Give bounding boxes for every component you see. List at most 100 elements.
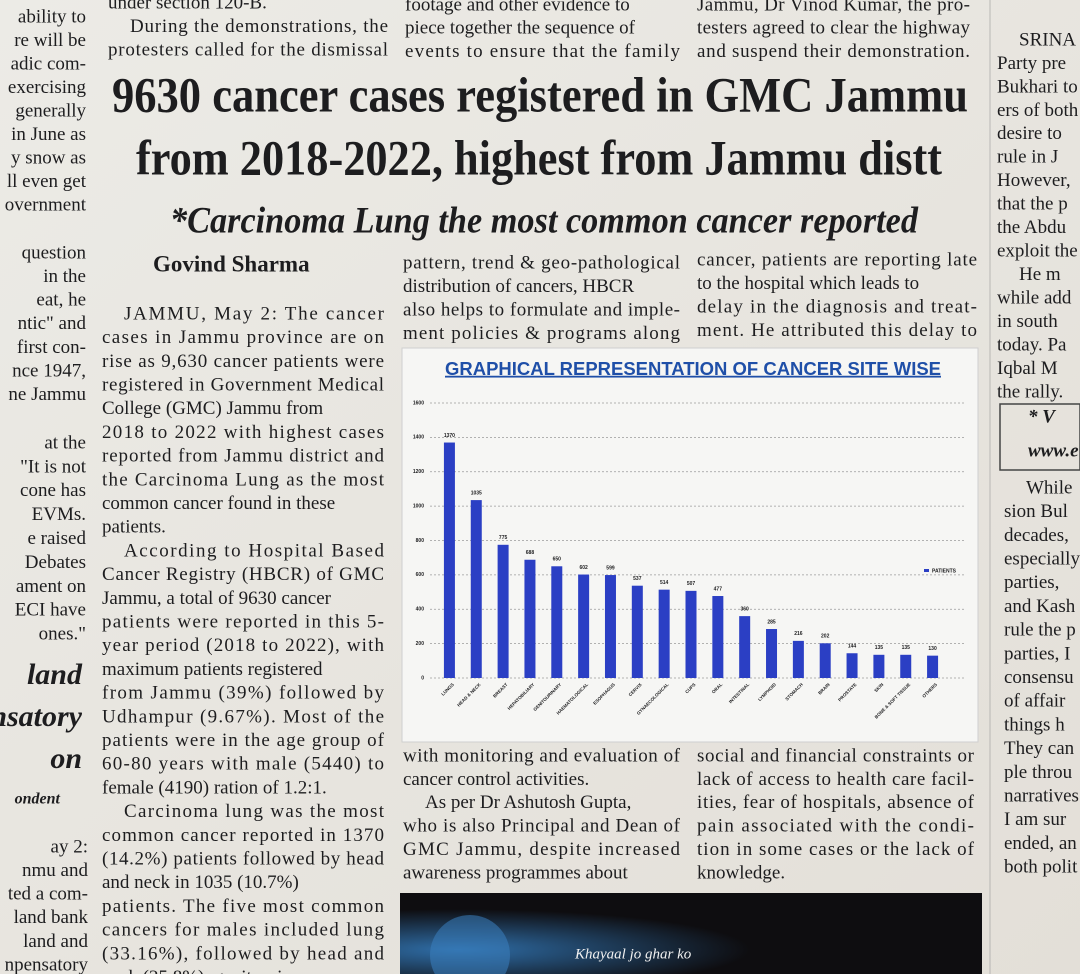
left-column-credit: ondent	[15, 791, 61, 808]
article-text: to the hospital which leads to	[697, 273, 919, 294]
headline: from 2018-2022, highest from Jammu distt	[136, 129, 942, 185]
x-tick-label: SKIN	[873, 682, 884, 693]
left-column-headline: nsatory	[0, 700, 83, 733]
left-column-text: ted a com-	[8, 884, 88, 905]
article-text: cancers for males included lung	[102, 920, 385, 941]
y-tick-label: 0	[421, 675, 424, 681]
data-label: 202	[821, 634, 830, 640]
ad-graphic	[430, 915, 510, 974]
y-tick-label: 1600	[413, 400, 424, 406]
right-column-text: SRINA	[1019, 29, 1076, 50]
y-tick-label: 800	[416, 538, 425, 544]
data-label: 1035	[471, 490, 482, 496]
article-text: cancer control activities.	[403, 769, 589, 790]
article-text: social and financial constraints or	[697, 745, 975, 766]
top-column-text: testers agreed to clear the highway	[697, 18, 971, 39]
promo-text: www.e	[1028, 440, 1079, 461]
left-column-text: nce 1947,	[12, 360, 86, 381]
right-column-text: parties, I	[1004, 643, 1070, 664]
right-column-text: that the p	[997, 194, 1068, 215]
article-text: Cancer Registry (HBCR) of GMC	[102, 564, 384, 585]
left-column-text: ECI have	[15, 600, 86, 621]
article-text: knowledge.	[697, 862, 785, 883]
right-column-text: narratives	[1004, 785, 1079, 806]
left-column-text: land bank	[14, 907, 89, 928]
article-text: rise as 9,630 cancer patients were	[102, 351, 384, 372]
bar	[846, 653, 858, 678]
article-text: (14.2%) patients followed by head	[102, 848, 385, 869]
article-text: cases in Jammu province are on	[102, 327, 385, 348]
article-text: ities, fear of hospitals, absence of	[697, 792, 975, 813]
right-column-text: and Kash	[1004, 596, 1076, 617]
top-column-text: and suspend their demonstration.	[697, 41, 970, 62]
left-column-text: cone has	[20, 480, 86, 501]
right-column-text: things h	[1004, 714, 1065, 735]
right-column-text: He m	[1019, 264, 1061, 285]
left-column-text: first con-	[17, 337, 86, 358]
right-column-text: However,	[997, 170, 1071, 191]
right-column-text: while add	[997, 288, 1072, 309]
bar	[819, 643, 831, 678]
article-text: neck (25.8%), genitourinary	[102, 967, 317, 974]
article-text: ment. He attributed this delay to	[697, 320, 977, 341]
bar	[578, 574, 590, 678]
right-column-text: especially	[1004, 548, 1080, 569]
article-text: Carcinoma lung was the most	[124, 801, 385, 822]
right-column-text: Party pre	[997, 53, 1066, 74]
bar	[927, 655, 939, 678]
data-label: 360	[741, 606, 750, 612]
top-column-text: piece together the sequence of	[405, 18, 636, 39]
left-column-text: exercising	[8, 77, 87, 98]
data-label: 1370	[444, 433, 455, 439]
article-text: (33.16%), followed by head and	[102, 943, 385, 964]
y-tick-label: 600	[416, 572, 425, 578]
article-text: awareness programmes about	[403, 862, 628, 883]
article-text: College (GMC) Jammu from	[102, 398, 323, 419]
right-column-text: ers of both	[997, 100, 1079, 121]
left-column-text: Debates	[25, 552, 86, 573]
left-column-text: adic com-	[11, 53, 86, 74]
data-label: 507	[687, 581, 696, 587]
advertisement-text: Khayaal jo ghar ko	[574, 946, 692, 962]
left-column-text: ne Jammu	[8, 384, 86, 405]
article-text: female (4190) ration of 1.2:1.	[102, 777, 327, 798]
y-tick-label: 1400	[413, 435, 424, 441]
right-column-text: consensu	[1004, 667, 1074, 688]
data-label: 775	[499, 535, 508, 541]
article-text: pattern, trend & geo-pathological	[403, 252, 680, 273]
article-text: patients. The five most common	[102, 896, 385, 917]
right-column-text: rule the p	[1004, 620, 1076, 641]
article-text: pain associated with the condi-	[697, 816, 974, 837]
article-text: the Carcinoma Lung as the most	[102, 469, 385, 490]
headline: 9630 cancer cases registered in GMC Jamm…	[112, 66, 968, 122]
top-column-text: events to ensure that the family	[405, 41, 681, 62]
article-text: Jammu, a total of 9630 cancer	[102, 588, 332, 609]
bar	[497, 544, 509, 678]
right-column-text: today. Pa	[997, 334, 1067, 355]
bar	[631, 585, 643, 678]
bar	[685, 590, 697, 678]
article-text: also helps to formulate and imple-	[403, 299, 680, 320]
y-tick-label: 200	[416, 641, 425, 647]
data-label: 216	[794, 631, 803, 637]
article-text: with monitoring and evaluation of	[403, 745, 681, 766]
right-column-text: Iqbal M	[997, 358, 1058, 379]
top-column-text: footage and other evidence to	[405, 0, 630, 15]
left-column-text: ament on	[16, 576, 87, 597]
bar	[551, 566, 563, 678]
data-label: 537	[633, 576, 642, 582]
article-text: As per Dr Ashutosh Gupta,	[425, 792, 631, 813]
legend-label: PATIENTS	[932, 568, 957, 574]
article-text: reported from Jammu district and	[102, 446, 385, 467]
left-column-text: ay 2:	[51, 836, 88, 857]
left-column-text: in the	[43, 266, 86, 287]
bar	[524, 559, 536, 678]
bar	[739, 616, 751, 678]
bar	[604, 575, 616, 678]
y-tick-label: 1200	[413, 469, 424, 475]
right-column-text: exploit the	[997, 241, 1078, 262]
article-text: ment policies & programs along	[403, 323, 681, 344]
right-column-text: of affair	[1004, 691, 1066, 712]
